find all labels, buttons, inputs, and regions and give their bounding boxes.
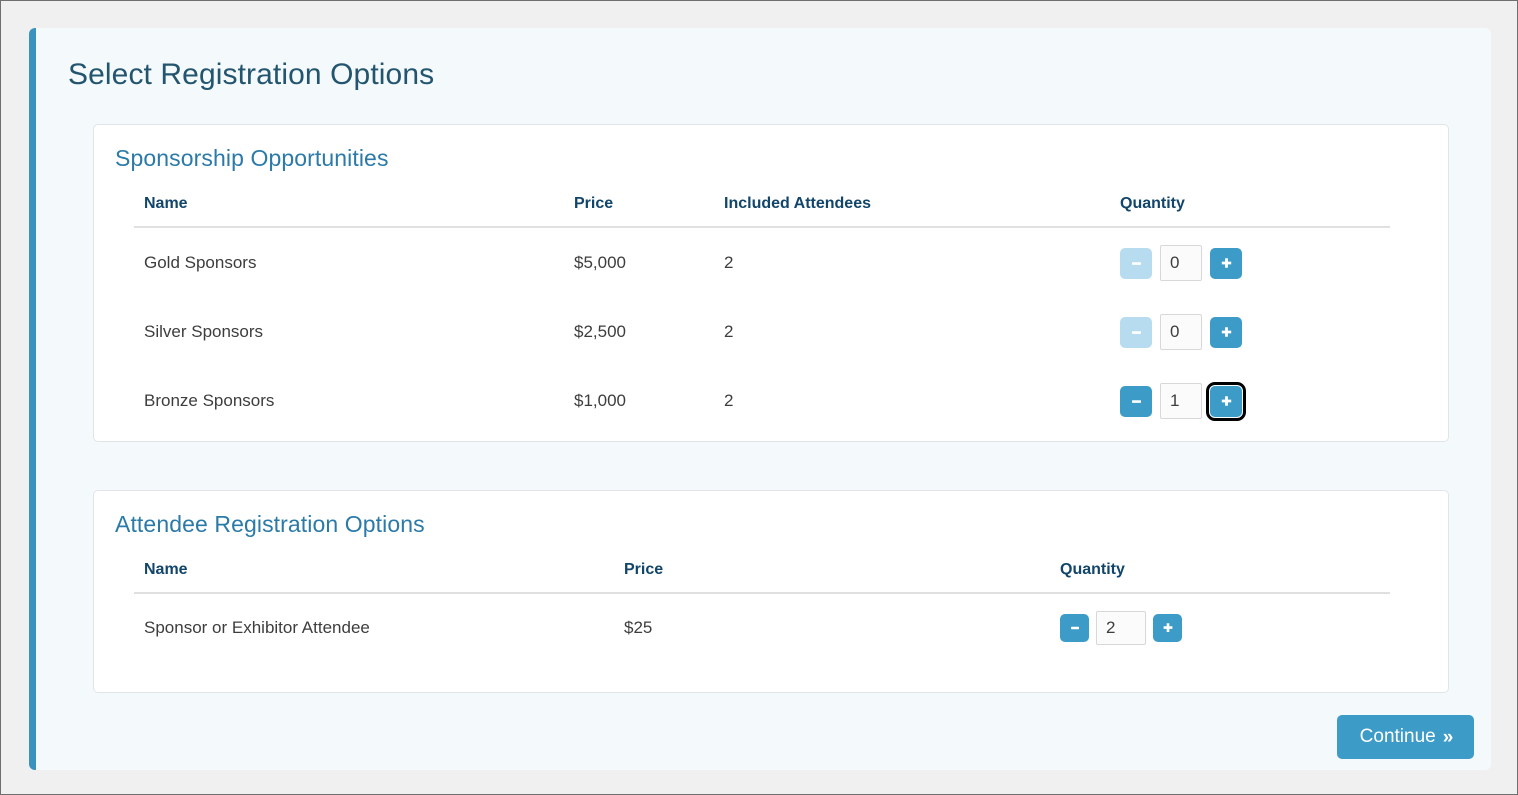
attendee-section-title: Attendee Registration Options [115, 511, 425, 537]
attendee-price: $25 [624, 618, 653, 637]
sponsorship-name: Bronze Sponsors [144, 391, 275, 410]
quantity-increment-button[interactable] [1210, 316, 1242, 348]
sponsorship-name: Gold Sponsors [144, 253, 257, 272]
column-header-quantity: Quantity [1060, 561, 1390, 594]
attendee-options-table: Name Price Quantity Sponsor or Exhibitor… [134, 561, 1390, 661]
minus-icon [1131, 261, 1141, 265]
page-title: Select Registration Options [68, 58, 435, 91]
plus-icon [1221, 257, 1231, 268]
continue-button[interactable]: Continue » [1337, 715, 1474, 759]
minus-icon [1131, 330, 1141, 334]
column-header-price: Price [574, 195, 724, 228]
plus-icon [1221, 326, 1231, 337]
sponsorship-price: $1,000 [574, 391, 626, 410]
sponsorship-section-title: Sponsorship Opportunities [115, 145, 389, 171]
quantity-decrement-button[interactable] [1120, 247, 1152, 279]
sponsorship-included-attendees: 2 [724, 253, 734, 272]
column-header-included-attendees: Included Attendees [724, 195, 1120, 228]
attendee-registration-options-panel: Attendee Registration Options Name Price… [93, 490, 1449, 693]
continue-button-label: Continue [1359, 726, 1436, 747]
minus-icon [1131, 399, 1141, 403]
quantity-increment-button[interactable] [1210, 247, 1242, 279]
sponsorship-name: Silver Sponsors [144, 322, 264, 341]
quantity-decrement-button[interactable] [1120, 316, 1152, 348]
column-header-name: Name [134, 195, 574, 228]
sponsorship-quantity-cell [1120, 227, 1390, 297]
sponsorship-price: $5,000 [574, 253, 626, 272]
plus-icon [1163, 623, 1172, 632]
quantity-input[interactable] [1160, 314, 1202, 350]
plus-icon [1221, 395, 1231, 406]
table-row: Gold Sponsors $5,000 2 [134, 227, 1390, 297]
sponsorship-included-attendees: 2 [724, 322, 734, 341]
quantity-input[interactable] [1160, 383, 1202, 419]
quantity-decrement-button[interactable] [1120, 385, 1152, 417]
sponsorship-quantity-cell [1120, 297, 1390, 366]
registration-options-container: Select Registration Options Sponsorship … [29, 28, 1491, 770]
sponsorship-price: $2,500 [574, 322, 626, 341]
minus-icon [1070, 626, 1079, 630]
double-chevron-right-icon: » [1442, 726, 1453, 748]
sponsorship-options-table: Name Price Included Attendees Quantity G… [134, 195, 1390, 435]
quantity-stepper [1060, 611, 1390, 645]
table-row: Bronze Sponsors $1,000 2 [134, 366, 1390, 435]
sponsorship-opportunities-panel: Sponsorship Opportunities Name Price Inc… [93, 124, 1449, 442]
quantity-stepper [1120, 245, 1390, 281]
quantity-increment-button[interactable] [1206, 381, 1246, 421]
quantity-decrement-button[interactable] [1060, 614, 1089, 642]
table-row: Sponsor or Exhibitor Attendee $25 [134, 593, 1390, 661]
quantity-stepper [1120, 314, 1390, 350]
quantity-input[interactable] [1096, 611, 1146, 645]
quantity-input[interactable] [1160, 245, 1202, 281]
attendee-quantity-cell [1060, 593, 1390, 661]
column-header-quantity: Quantity [1120, 195, 1390, 228]
table-header-row: Name Price Quantity [134, 561, 1390, 594]
table-header-row: Name Price Included Attendees Quantity [134, 195, 1390, 228]
quantity-stepper [1120, 381, 1390, 421]
column-header-price: Price [624, 561, 1060, 594]
attendee-name: Sponsor or Exhibitor Attendee [144, 618, 370, 637]
sponsorship-quantity-cell [1120, 366, 1390, 435]
table-row: Silver Sponsors $2,500 2 [134, 297, 1390, 366]
sponsorship-included-attendees: 2 [724, 391, 734, 410]
quantity-increment-button[interactable] [1153, 614, 1182, 642]
column-header-name: Name [134, 561, 624, 594]
